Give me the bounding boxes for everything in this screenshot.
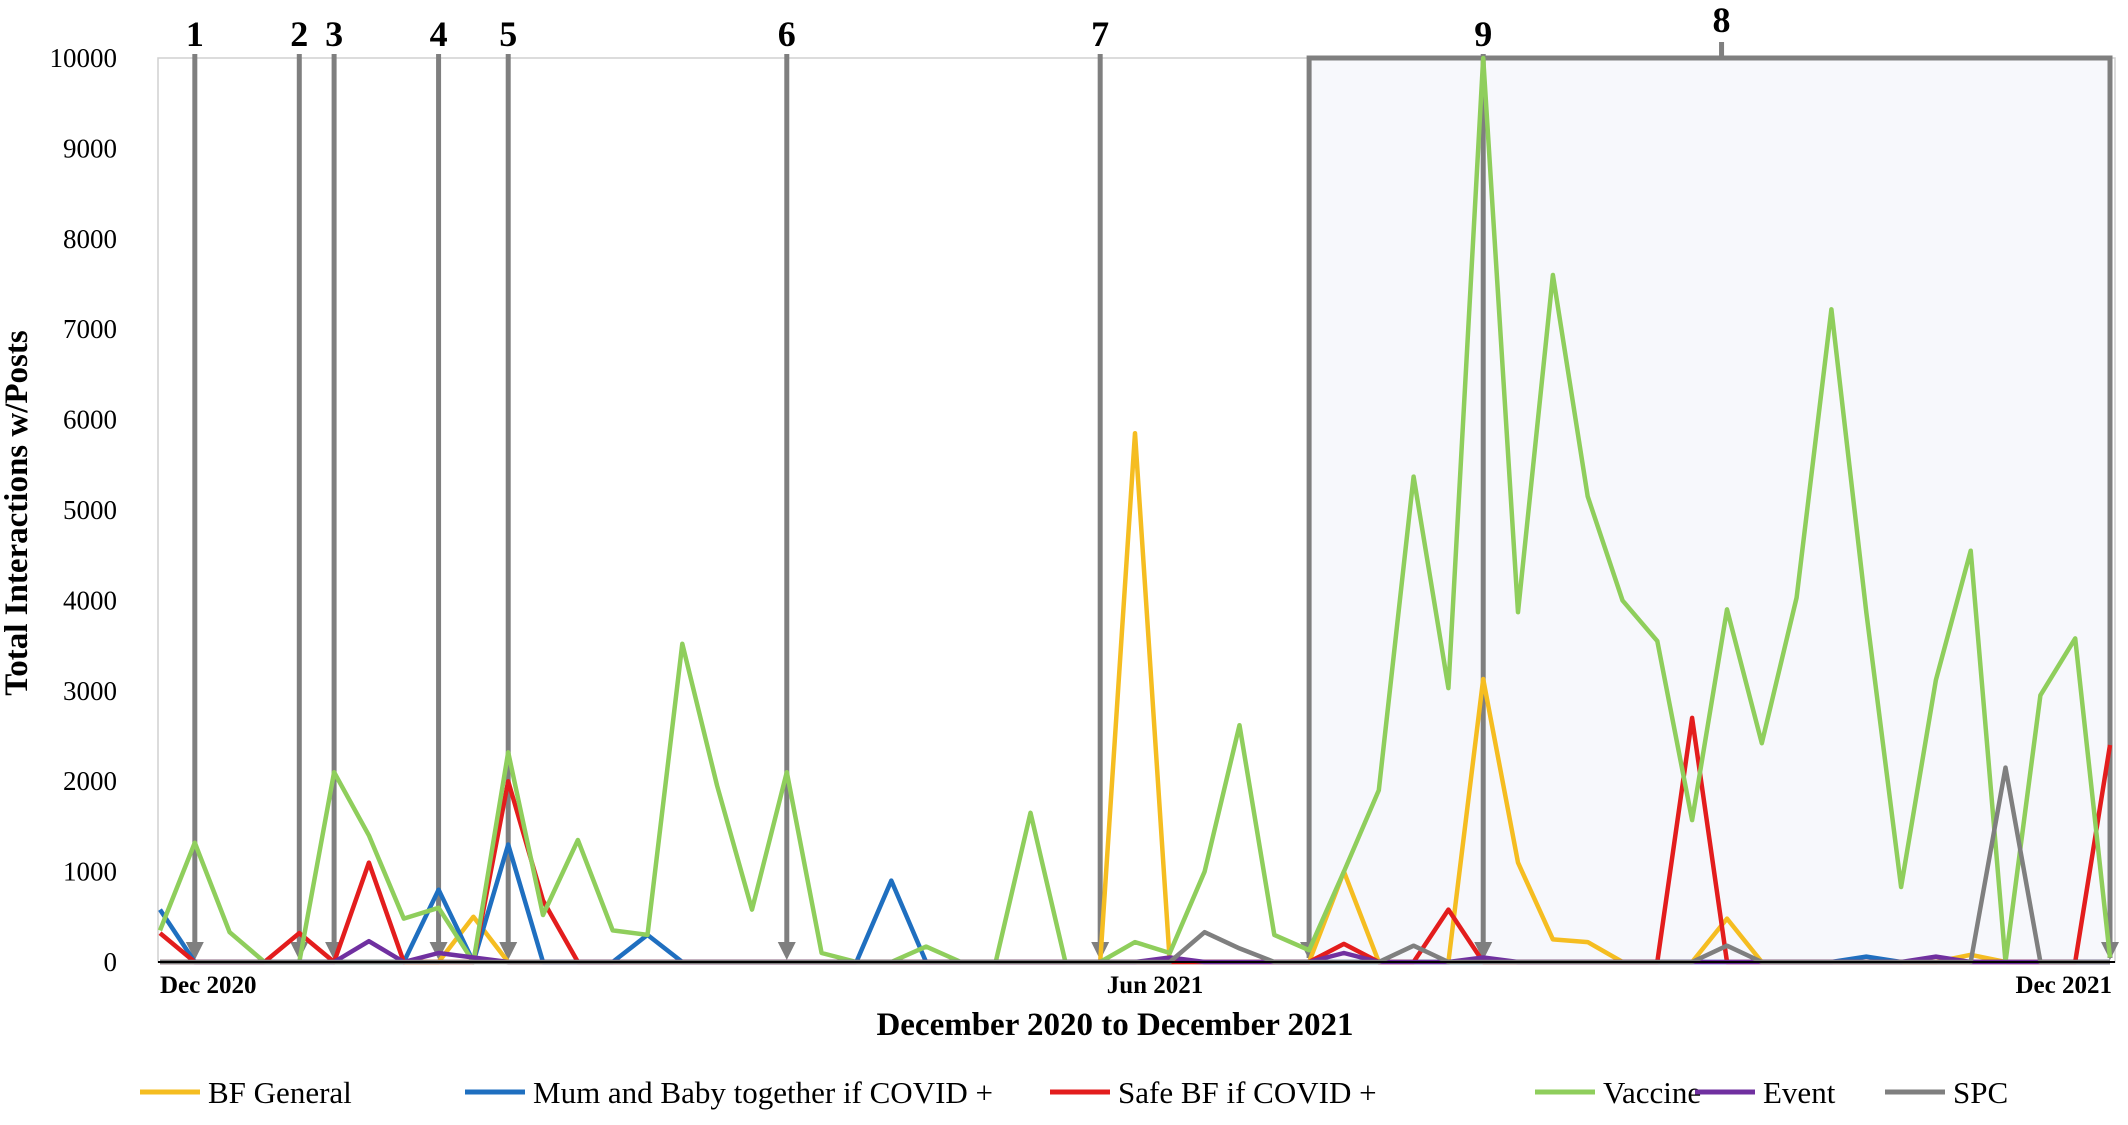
- y-tick-label: 6000: [63, 405, 117, 435]
- legend-label: BF General: [208, 1075, 352, 1110]
- series-line-vaccine: [157, 55, 2113, 965]
- y-tick-label: 4000: [63, 585, 117, 615]
- event-label-1: 1: [186, 14, 204, 54]
- y-axis-title: Total Interactions w/Posts: [0, 330, 35, 696]
- y-tick-label: 9000: [63, 133, 117, 163]
- y-tick-label: 1000: [63, 857, 117, 887]
- event-label-5: 5: [499, 14, 517, 54]
- bracket-region: [1309, 58, 2110, 962]
- event-label-7: 7: [1091, 14, 1109, 54]
- event-arrowhead-6: [777, 942, 796, 960]
- y-tick-label: 2000: [63, 766, 117, 796]
- event-arrowhead-9: [1474, 942, 1493, 960]
- event-label-3: 3: [325, 14, 343, 54]
- y-tick-label: 7000: [63, 314, 117, 344]
- x-date-label: Dec 2021: [2016, 972, 2113, 999]
- bracket-8-label: 8: [1713, 0, 1731, 40]
- event-label-6: 6: [778, 14, 796, 54]
- event-label-4: 4: [430, 14, 448, 54]
- legend-label: Mum and Baby together if COVID +: [533, 1075, 993, 1110]
- legend-label: Vaccine: [1603, 1075, 1701, 1110]
- y-tick-label: 3000: [63, 676, 117, 706]
- x-date-label: Dec 2020: [160, 972, 257, 999]
- y-tick-label: 0: [104, 947, 118, 977]
- legend-label: Safe BF if COVID +: [1118, 1075, 1377, 1110]
- y-tick-label: 8000: [63, 224, 117, 254]
- y-tick-label: 5000: [63, 495, 117, 525]
- x-date-label: Jun 2021: [1107, 972, 1204, 999]
- event-arrowhead-1: [185, 942, 204, 960]
- legend-label: SPC: [1953, 1075, 2008, 1110]
- x-axis-title: December 2020 to December 2021: [876, 1007, 1353, 1043]
- event-label-2: 2: [290, 14, 308, 54]
- event-label-9: 9: [1474, 14, 1492, 54]
- y-tick-label: 10000: [50, 43, 118, 73]
- legend-label: Event: [1763, 1075, 1836, 1110]
- event-arrowhead-5: [499, 942, 518, 960]
